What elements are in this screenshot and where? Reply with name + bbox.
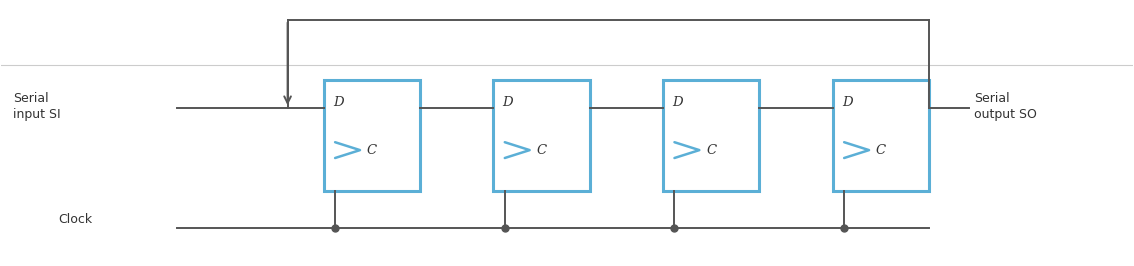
Text: D: D: [333, 96, 344, 109]
Text: C: C: [366, 144, 376, 157]
Bar: [663, 80, 760, 191]
Text: D: D: [841, 96, 853, 109]
Text: Clock: Clock: [58, 213, 92, 226]
Bar: [493, 80, 590, 191]
Text: C: C: [706, 144, 717, 157]
Text: C: C: [536, 144, 547, 157]
Bar: [832, 80, 929, 191]
Bar: [324, 80, 420, 191]
Text: D: D: [502, 96, 514, 109]
Text: Serial
output SO: Serial output SO: [974, 92, 1038, 121]
Text: C: C: [875, 144, 886, 157]
Text: Serial
input SI: Serial input SI: [12, 92, 60, 121]
Text: D: D: [672, 96, 683, 109]
